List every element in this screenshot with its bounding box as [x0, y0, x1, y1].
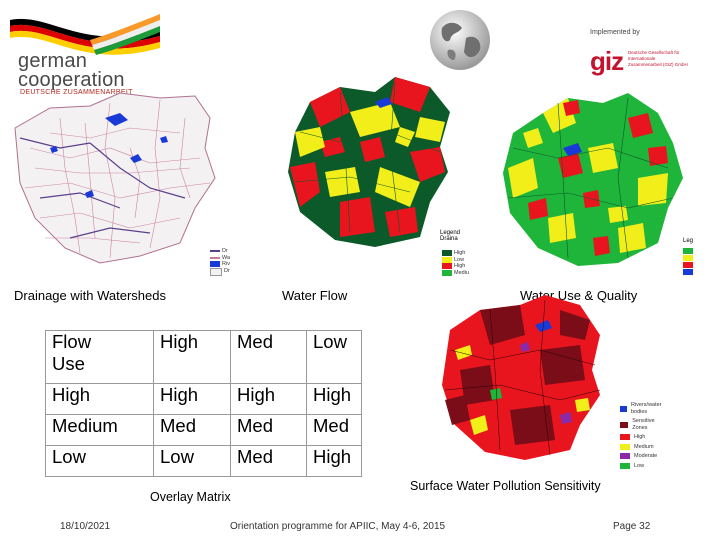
- row-header: Medium: [45, 414, 154, 446]
- matrix-corner-header: Flow Use: [45, 330, 154, 384]
- legend-swatch: [210, 250, 220, 253]
- legend-swatch: [683, 262, 693, 268]
- table-cell: High: [306, 445, 362, 477]
- legend-subtitle: Draina: [440, 236, 458, 242]
- pollution-legend: Rivers/water bodies Sensitive Zones High…: [620, 402, 665, 469]
- water-flow-caption: Water Flow: [282, 288, 348, 303]
- water-flow-map: Legend Draina: [280, 72, 460, 252]
- water-use-map: Leg: [498, 88, 693, 278]
- legend-item: Low: [442, 257, 469, 264]
- implemented-by-label: Implemented by: [590, 29, 640, 36]
- pollution-sensitivity-map: Rivers/water bodies Sensitive Zones High…: [430, 290, 662, 469]
- legend-item: Dr: [210, 267, 230, 276]
- table-cell: High: [230, 383, 307, 415]
- legend-label: Mediu: [454, 269, 469, 276]
- giz-logo: giz: [590, 46, 624, 76]
- legend-label: Riv: [222, 261, 230, 267]
- overlay-matrix-table: Flow Use High Med Low High High High Hig…: [45, 330, 362, 477]
- legend-item: Low: [620, 463, 665, 470]
- org-line1: german: [18, 50, 88, 72]
- row-header: Low: [45, 445, 154, 477]
- matrix-caption: Overlay Matrix: [150, 490, 231, 504]
- legend-swatch: [442, 256, 452, 263]
- legend-label: High: [454, 263, 466, 269]
- pollution-caption: Surface Water Pollution Sensitivity: [410, 479, 601, 493]
- legend-item: Rivers/water bodies: [620, 402, 665, 415]
- org-subtitle: DEUTSCHE ZUSAMMENARBEIT: [20, 89, 133, 96]
- table-cell: Med: [153, 414, 231, 446]
- use-legend-title: Leg: [683, 238, 694, 244]
- legend-item: Medium: [620, 444, 665, 451]
- legend-swatch: [442, 263, 452, 270]
- legend-item: Wa: [210, 255, 230, 262]
- column-header: Low: [306, 330, 362, 384]
- legend-label: Rivers/water bodies: [630, 402, 662, 415]
- table-row: Low Low Med High: [45, 445, 362, 477]
- legend-label: Sensitive Zones: [632, 418, 655, 431]
- legend-item: Sensitive Zones: [620, 418, 665, 431]
- legend-item: Mediu: [442, 270, 469, 277]
- legend-label: High: [454, 250, 466, 256]
- legend-item: Dr: [210, 248, 230, 255]
- flag-swoosh-graphic: [10, 14, 160, 55]
- legend-label: Low: [454, 256, 465, 263]
- drainage-map: Dr Wa Riv Dr: [10, 88, 245, 278]
- table-cell: Med: [306, 414, 362, 446]
- drainage-caption: Drainage with Watersheds: [14, 288, 166, 303]
- table-cell: Med: [230, 414, 307, 446]
- row-header: High: [45, 383, 154, 415]
- column-header: Med: [230, 330, 307, 384]
- legend-label: Dr: [222, 248, 228, 254]
- legend-swatch: [683, 255, 693, 261]
- legend-swatch: [442, 250, 452, 257]
- legend-item: High: [442, 263, 469, 270]
- legend-swatch: [210, 256, 220, 259]
- table-cell: High: [153, 383, 231, 415]
- table-header-row: Flow Use High Med Low: [45, 330, 362, 384]
- flow-legend: High Low High Mediu: [442, 250, 469, 276]
- legend-swatch: [620, 405, 627, 412]
- flow-legend-header: Legend Draina: [440, 230, 460, 242]
- use-legend: [683, 248, 693, 275]
- legend-title: Legend: [440, 230, 461, 236]
- legend-label: Medium: [634, 443, 654, 450]
- legend-swatch: [620, 443, 630, 450]
- table-cell: Low: [153, 445, 231, 477]
- legend-swatch: [620, 421, 629, 428]
- legend-item: Riv: [210, 261, 230, 268]
- table-cell: Med: [230, 445, 307, 477]
- legend-swatch: [210, 261, 220, 268]
- footer-event: Orientation programme for APIIC, May 4-6…: [230, 521, 446, 532]
- footer-date: 18/10/2021: [60, 521, 111, 532]
- globe-icon: [428, 8, 492, 72]
- table-row: High High High High: [45, 383, 362, 415]
- legend-item: High: [442, 250, 469, 257]
- legend-swatch: [683, 269, 693, 275]
- legend-label: Wa: [222, 254, 231, 261]
- drainage-legend: Dr Wa Riv Dr: [210, 248, 230, 276]
- legend-label: Moderate: [634, 453, 658, 459]
- org-line2: cooperation: [18, 69, 125, 91]
- table-row: Medium Med Med Med: [45, 414, 362, 446]
- legend-swatch: [620, 453, 630, 460]
- legend-swatch: [683, 248, 693, 254]
- legend-label: Dr: [224, 268, 230, 275]
- legend-item: Moderate: [620, 453, 665, 460]
- org-name: german cooperation: [18, 50, 125, 91]
- footer-page-number: Page 32: [613, 521, 651, 532]
- legend-swatch: [620, 434, 630, 441]
- legend-swatch: [442, 269, 452, 276]
- table-cell: High: [306, 383, 362, 415]
- legend-label: Low: [634, 462, 645, 469]
- german-cooperation-logo: [10, 12, 160, 67]
- legend-swatch: [210, 267, 222, 276]
- legend-item: High: [620, 434, 665, 441]
- legend-swatch: [620, 462, 630, 469]
- giz-subtitle: Deutsche Gesellschaft für Internationale…: [628, 50, 688, 67]
- column-header: High: [153, 330, 231, 384]
- legend-label: High: [634, 434, 646, 440]
